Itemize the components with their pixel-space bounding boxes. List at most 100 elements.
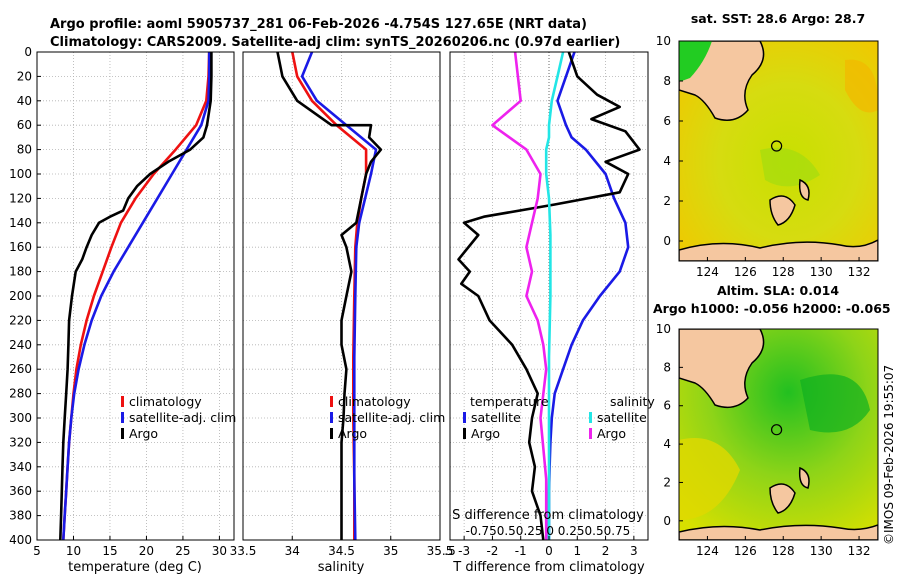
imos-timestamp: ©IMOS 09-Feb-2026 19:55:07 — [882, 365, 896, 545]
map-y-tick-label: 2 — [663, 194, 671, 208]
difference-top-ticklabels: -0.750.50.25 0 0.250.50.75 — [466, 524, 631, 538]
y-tick-label: 260 — [9, 362, 32, 376]
legend-label-sal-satellite: satellite — [597, 410, 647, 425]
legend-title-temperature: temperature — [470, 394, 549, 409]
legend-label-satellite-2: satellite-adj. clim — [338, 410, 445, 425]
map-y-tick-label: 8 — [663, 74, 671, 88]
sla-map: Altim. SLA: 0.014 Argo h1000: -0.056 h20… — [653, 283, 891, 558]
x-tick-label: 10 — [66, 544, 81, 558]
map-y-tick-label: 6 — [663, 114, 671, 128]
series-line-argo — [59, 52, 213, 540]
map-x-tick-label: 130 — [810, 265, 833, 279]
map-y-tick-label: 0 — [663, 514, 671, 528]
legend-label-sal-argo: Argo — [597, 426, 626, 441]
legend-swatch-argo-2 — [330, 428, 333, 439]
map-x-tick-label: 128 — [772, 265, 795, 279]
legend-label-climatology-2: climatology — [338, 394, 411, 409]
map-y-tick-label: 2 — [663, 475, 671, 489]
salinity-panel: 33.5 34 34.5 35 35.5 salinity climatology sa… — [230, 51, 453, 575]
temperature-xlabel: temperature (deg C) — [68, 560, 202, 575]
map-x-tick-label: 132 — [848, 265, 871, 279]
map-y-tick-label: 6 — [663, 399, 671, 413]
sst-cool-patch — [760, 147, 820, 187]
series-line-satellite-adj-clim — [300, 52, 378, 540]
x-tick-label: 33.5 — [230, 544, 257, 558]
series-line-satellite-salinity- — [544, 52, 565, 540]
difference-legend: temperature satellite Argo salinity sate… — [463, 394, 655, 441]
map-x-tick-label: 130 — [810, 544, 833, 558]
y-tick-label: 60 — [17, 118, 32, 132]
legend-swatch-sal-argo — [589, 428, 592, 439]
x-tick-label: 34 — [285, 544, 300, 558]
map-y-tick-label: 4 — [663, 154, 671, 168]
legend-swatch-sal-satellite — [589, 412, 592, 423]
sla-land-mindanao — [679, 329, 765, 409]
y-tick-label: 340 — [9, 460, 32, 474]
legend-swatch-climatology — [121, 396, 124, 407]
x-tick-label: -1 — [515, 544, 527, 558]
x-tick-label: 30 — [212, 544, 227, 558]
sla-map-frame — [678, 328, 879, 541]
map-x-tick-label: 124 — [696, 265, 719, 279]
figure-title-line1: Argo profile: aoml 5905737_281 06-Feb-20… — [50, 17, 587, 32]
sla-map-title-line1: Altim. SLA: 0.014 — [717, 283, 839, 298]
map-x-tick-label: 128 — [772, 544, 795, 558]
legend-swatch-satellite — [121, 412, 124, 423]
y-tick-label: 220 — [9, 313, 32, 327]
map-y-tick-label: 4 — [663, 437, 671, 451]
y-tick-label: 140 — [9, 216, 32, 230]
difference-top-xlabel: S difference from climatology — [452, 508, 644, 523]
temperature-panel: 5 10 15 20 25 30 0 20 40 60 80 100 120 140 160 180 200 2… — [9, 45, 236, 575]
y-tick-label: 0 — [24, 45, 32, 59]
series-line-satellite-adj-clim — [62, 52, 211, 540]
sla-map-title-line2: Argo h1000: -0.056 h2000: -0.065 — [653, 301, 891, 316]
legend-label-temp-satellite: satellite — [471, 410, 521, 425]
sst-map-frame — [678, 40, 879, 262]
x-tick-label: 2 — [602, 544, 610, 558]
map-y-tick-label: 10 — [656, 34, 671, 48]
y-tick-label: 80 — [17, 143, 32, 157]
y-tick-label: 380 — [9, 509, 32, 523]
map-y-tick-label: 8 — [663, 360, 671, 374]
x-tick-label: -2 — [486, 544, 498, 558]
legend-swatch-temp-satellite — [463, 412, 466, 423]
x-tick-label: 34.5 — [328, 544, 355, 558]
x-tick-label: -3 — [458, 544, 470, 558]
map-x-tick-label: 126 — [734, 544, 757, 558]
map-x-tick-label: 126 — [734, 265, 757, 279]
series-line-argo-temperature- — [457, 52, 641, 540]
legend-swatch-satellite-2 — [330, 412, 333, 423]
sla-land-south — [679, 524, 878, 540]
y-tick-label: 300 — [9, 411, 32, 425]
x-tick-label: 25 — [175, 544, 190, 558]
legend-label-argo-2: Argo — [338, 426, 367, 441]
legend-swatch-climatology-2 — [330, 396, 333, 407]
sst-map-title: sat. SST: 28.6 Argo: 28.7 — [691, 11, 865, 26]
map-y-tick-label: 10 — [656, 322, 671, 336]
y-tick-label: 200 — [9, 289, 32, 303]
x-tick-label: 15 — [102, 544, 117, 558]
legend-label-argo: Argo — [129, 426, 158, 441]
sst-land-south — [679, 239, 878, 261]
difference-xlabel: T difference from climatology — [452, 560, 645, 575]
y-tick-label: 320 — [9, 435, 32, 449]
y-tick-label: 160 — [9, 240, 32, 254]
map-y-tick-label: 0 — [663, 234, 671, 248]
map-x-tick-label: 124 — [696, 544, 719, 558]
sst-land-green — [679, 41, 712, 82]
legend-swatch-argo — [121, 428, 124, 439]
salinity-xlabel: salinity — [318, 560, 365, 575]
x-tick-label: 3 — [630, 544, 638, 558]
y-tick-label: 280 — [9, 387, 32, 401]
sst-warm-patch — [845, 59, 878, 113]
x-tick-label: 5 — [33, 544, 41, 558]
y-tick-label: 120 — [9, 191, 32, 205]
temperature-legend: climatology satellite-adj. clim Argo — [121, 394, 236, 441]
sst-argo-marker — [771, 140, 783, 152]
y-tick-label: 100 — [9, 167, 32, 181]
x-tick-label: 35 — [383, 544, 398, 558]
series-line-argo — [276, 52, 383, 540]
legend-swatch-temp-argo — [463, 428, 466, 439]
sla-argo-marker — [771, 424, 783, 436]
legend-label-climatology: climatology — [129, 394, 202, 409]
